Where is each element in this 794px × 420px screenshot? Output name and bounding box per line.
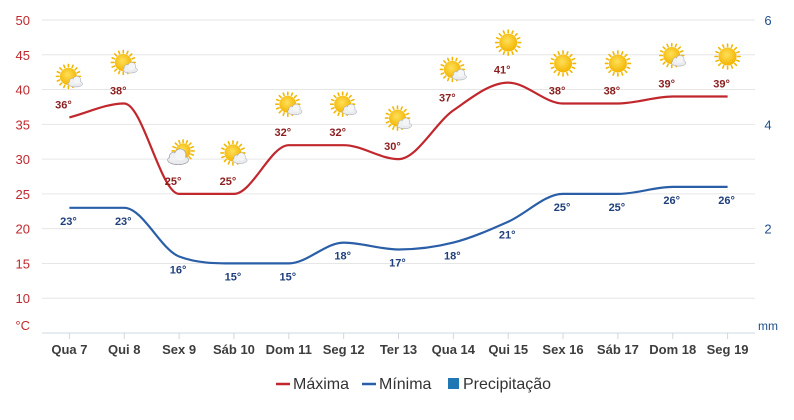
min-temp-label: 15° bbox=[225, 271, 242, 283]
y-right-unit-label: mm bbox=[758, 319, 778, 333]
min-temp-label: 23° bbox=[115, 216, 132, 228]
legend-label: Precipitação bbox=[463, 376, 551, 393]
x-tick-label: Sex 16 bbox=[542, 342, 583, 357]
legend: Máxima Mínima Precipitação bbox=[276, 376, 551, 393]
max-temp-label: 25° bbox=[165, 176, 182, 188]
x-tick-label: Qui 8 bbox=[108, 342, 141, 357]
x-tick-label: Seg 19 bbox=[707, 342, 749, 357]
min-temp-label: 17° bbox=[389, 258, 406, 270]
y-left-tick-label: 20 bbox=[16, 222, 30, 237]
min-temp-label: 25° bbox=[554, 202, 571, 214]
sun-icon bbox=[496, 30, 521, 55]
x-tick-label: Seg 12 bbox=[323, 342, 365, 357]
max-temp-label: 38° bbox=[604, 85, 621, 97]
x-tick-label: Qua 7 bbox=[51, 342, 87, 357]
legend-label: Mínima bbox=[379, 376, 432, 393]
legend-label: Máxima bbox=[293, 376, 349, 393]
y-left-tick-label: 10 bbox=[16, 291, 30, 306]
legend-item[interactable]: Precipitação bbox=[448, 376, 551, 393]
min-temp-label: 23° bbox=[60, 216, 77, 228]
y-left-unit-label: °C bbox=[15, 318, 30, 333]
grid-lines bbox=[42, 20, 755, 333]
max-temp-label: 39° bbox=[658, 79, 675, 91]
partly-sunny-icon bbox=[56, 64, 82, 88]
max-temp-label: 39° bbox=[713, 79, 730, 91]
max-temp-label: 38° bbox=[549, 85, 566, 97]
y-left-tick-label: 25 bbox=[16, 187, 30, 202]
sun-icon bbox=[551, 51, 576, 76]
x-tick-label: Qui 15 bbox=[488, 342, 528, 357]
partly-sunny-icon bbox=[440, 57, 466, 81]
y-right-tick-label: 2 bbox=[764, 222, 771, 237]
partly-sunny-icon bbox=[221, 141, 247, 165]
legend-item[interactable]: Mínima bbox=[362, 376, 432, 393]
min-temp-label: 25° bbox=[609, 202, 626, 214]
y-left-tick-label: 15 bbox=[16, 256, 30, 271]
y-left-tick-label: 30 bbox=[16, 152, 30, 167]
legend-item[interactable]: Máxima bbox=[276, 376, 349, 393]
partly-cloudy-icon bbox=[168, 140, 195, 165]
x-tick-label: Sex 9 bbox=[162, 342, 196, 357]
partly-sunny-icon bbox=[386, 106, 412, 130]
min-temp-label: 18° bbox=[444, 251, 461, 263]
max-temp-label: 25° bbox=[220, 176, 237, 188]
max-temp-label: 37° bbox=[439, 92, 456, 104]
max-temp-label: 32° bbox=[329, 127, 346, 139]
min-temp-label: 15° bbox=[279, 271, 296, 283]
max-temp-label: 32° bbox=[274, 127, 291, 139]
y-left-tick-label: 35 bbox=[16, 117, 30, 132]
min-temp-line bbox=[69, 187, 727, 264]
max-temp-label: 30° bbox=[384, 141, 401, 153]
partly-sunny-icon bbox=[660, 44, 686, 68]
y-left-tick-label: 40 bbox=[16, 83, 30, 98]
min-temp-label: 16° bbox=[170, 264, 187, 276]
x-tick-label: Ter 13 bbox=[380, 342, 417, 357]
x-tick-label: Qua 14 bbox=[432, 342, 476, 357]
partly-sunny-icon bbox=[331, 92, 357, 116]
legend-box-swatch bbox=[448, 378, 459, 389]
y-left-tick-label: 45 bbox=[16, 48, 30, 63]
max-temp-label: 36° bbox=[55, 99, 72, 111]
x-tick-label: Sáb 17 bbox=[597, 342, 639, 357]
x-tick-label: Dom 18 bbox=[649, 342, 696, 357]
partly-sunny-icon bbox=[276, 92, 302, 116]
max-temp-label: 38° bbox=[110, 85, 127, 97]
min-temp-label: 26° bbox=[718, 195, 735, 207]
min-temp-label: 26° bbox=[663, 195, 680, 207]
sun-icon bbox=[715, 44, 740, 69]
series-lines bbox=[69, 83, 727, 264]
partly-sunny-icon bbox=[111, 50, 137, 74]
y-right-tick-label: 6 bbox=[764, 13, 771, 28]
min-temp-label: 21° bbox=[499, 230, 516, 242]
x-tick-label: Dom 11 bbox=[266, 342, 312, 357]
max-temp-label: 41° bbox=[494, 65, 511, 77]
min-temp-label: 18° bbox=[334, 251, 351, 263]
y-right-tick-label: 4 bbox=[764, 117, 771, 132]
sun-icon bbox=[605, 51, 630, 76]
data-labels: 36° 38° 25° 25° 32° 32° 30° 37° 41° 38° 38° 39° 39° 2… bbox=[55, 65, 735, 284]
x-tick-label: Sáb 10 bbox=[213, 342, 255, 357]
y-left-tick-label: 50 bbox=[16, 13, 30, 28]
